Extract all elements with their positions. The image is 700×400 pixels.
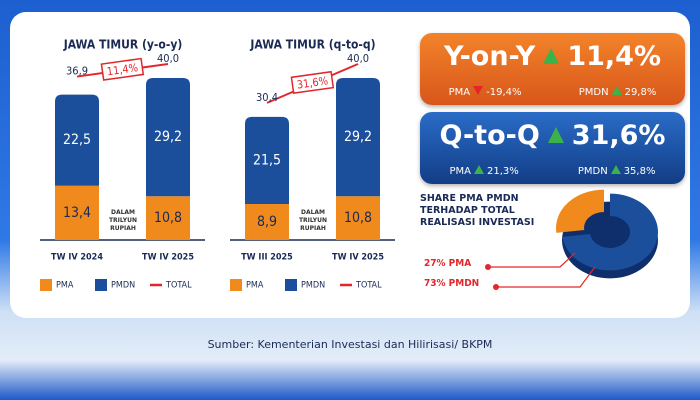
kpi-item-label: PMA [448, 87, 471, 98]
leader-dot [485, 264, 491, 270]
kpi-box: Y-on-Y 11,4% PMA -19,4% PMDN 29,8% [420, 33, 685, 105]
value-label: 22,5 [63, 132, 91, 148]
up-arrow [547, 127, 564, 143]
kpi-item-label: PMDN [577, 166, 608, 177]
growth-box [290, 70, 335, 95]
value-label: 29,2 [154, 129, 182, 145]
kpi-item-label: PMDN [578, 87, 609, 98]
kpi-title: Q-to-Q [439, 119, 540, 151]
legend-swatch [95, 279, 107, 291]
total-label: 36,9 [66, 65, 88, 78]
unit-note: DALAM TRILYUN RUPIAH [108, 209, 138, 232]
bar-segment [146, 196, 190, 240]
legend-swatch [230, 279, 242, 291]
kpi-item-label: PMA [449, 166, 472, 177]
leader-dot [493, 284, 499, 290]
chart-title: JAWA TIMUR (y-o-y) [63, 38, 183, 52]
kpi-item-value: 21,3% [487, 166, 519, 177]
legend-label: TOTAL [355, 281, 382, 291]
growth-label: 11,4% [106, 61, 139, 78]
legend-label: TOTAL [165, 281, 192, 291]
value-label: 10,8 [344, 210, 372, 226]
legend-label: PMA [246, 281, 264, 291]
kpi-value: 11,4% [567, 40, 662, 72]
kpi-item-value: 35,8% [623, 166, 656, 177]
bar-segment [336, 78, 380, 197]
legend-swatch [285, 279, 297, 291]
source: Sumber: Kementerian Investasi dan Hiliri… [207, 338, 493, 351]
kpi-item-value: -19,4% [486, 87, 522, 98]
kpi-items: PMA -19,4% PMDN 29,8% [420, 79, 685, 105]
up-arrow [610, 165, 621, 174]
kpi-item: PMDN 35,8% [577, 165, 656, 177]
bar-segment [55, 94, 99, 186]
legend-swatch [40, 279, 52, 291]
kpi-head: Y-on-Y 11,4% [420, 33, 685, 79]
value-label: 8,9 [257, 214, 277, 230]
value-label: 10,8 [154, 210, 182, 226]
x-tick-label: TW IV 2024 [51, 253, 103, 263]
leader-line [496, 266, 596, 288]
value-label: 21,5 [253, 152, 281, 168]
kpi-item: PMDN 29,8% [578, 86, 657, 98]
value-label: 13,4 [63, 205, 91, 221]
value-label: 29,2 [344, 129, 372, 145]
kpi-item: PMA -19,4% [449, 86, 522, 98]
x-tick-label: TW IV 2025 [142, 253, 194, 263]
growth-box [100, 57, 145, 81]
up-arrow [611, 86, 622, 95]
pie-title: SHARE PMA PMDN TERHADAP TOTAL REALISASI … [420, 193, 535, 228]
bar-segment [336, 196, 380, 240]
bar-segment [146, 78, 190, 197]
kpi-items: PMA 21,3% PMDN 35,8% [420, 158, 685, 184]
up-arrow [474, 165, 485, 174]
kpi-head: Q-to-Q 31,6% [420, 112, 685, 158]
kpi-value: 31,6% [571, 119, 666, 151]
bar-segment [55, 185, 99, 240]
total-label: 30,4 [256, 91, 278, 104]
pie-label: 73% PMDN [424, 278, 479, 289]
leader-line [488, 252, 576, 268]
total-label: 40,0 [157, 52, 179, 65]
pie-label: 27% PMA [424, 258, 471, 269]
legend-label: PMDN [301, 281, 325, 291]
growth-label: 31,6% [296, 74, 329, 91]
down-arrow [473, 86, 484, 95]
kpi-box: Q-to-Q 31,6% PMA 21,3% PMDN 35,8% [420, 112, 685, 184]
kpi-item: PMA 21,3% [450, 165, 519, 177]
total-label: 40,0 [347, 52, 369, 65]
bar-segment [245, 203, 289, 240]
pie-slice [556, 189, 604, 233]
up-arrow [543, 48, 560, 64]
x-tick-label: TW III 2025 [241, 253, 293, 263]
chart-title: JAWA TIMUR (q-to-q) [249, 38, 375, 52]
bar-segment [245, 116, 289, 204]
legend-label: PMDN [111, 281, 135, 291]
kpi-title: Y-on-Y [443, 40, 536, 72]
legend-label: PMA [56, 281, 74, 291]
x-tick-label: TW IV 2025 [332, 253, 384, 263]
kpi-item-value: 29,8% [624, 87, 657, 98]
unit-note: DALAM TRILYUN RUPIAH [298, 209, 328, 232]
pie-slice [562, 193, 659, 271]
